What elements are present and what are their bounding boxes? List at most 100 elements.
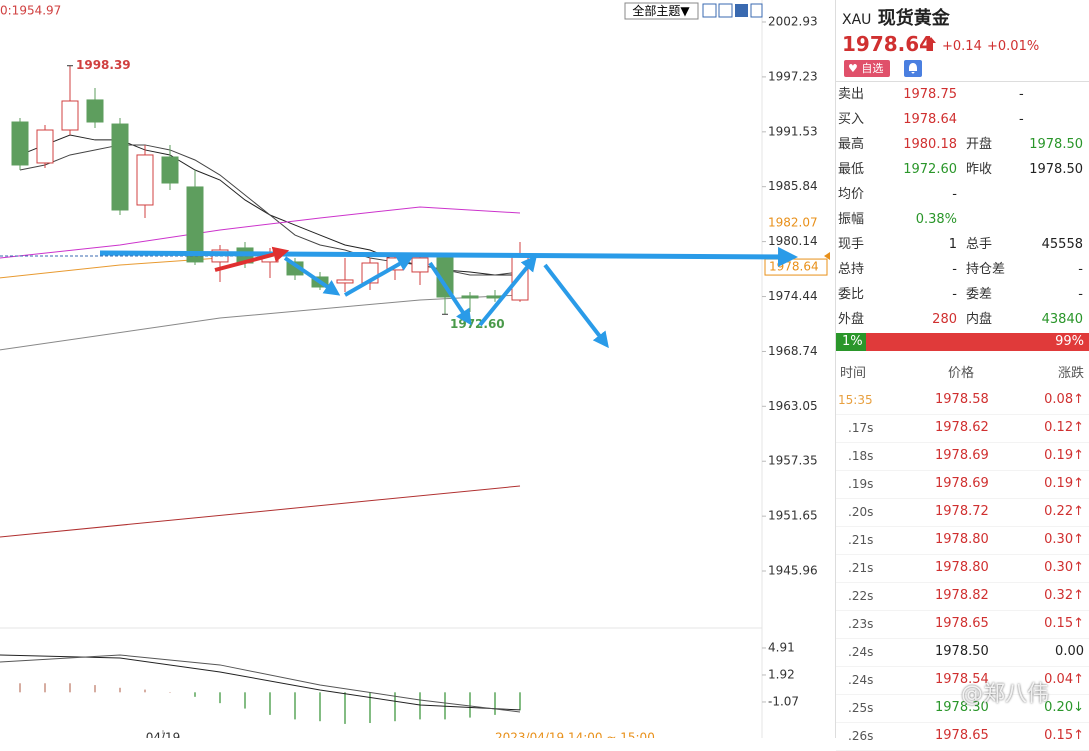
trade-time: .21s (848, 561, 874, 575)
trade-time: .20s (848, 505, 874, 519)
candle-body (136, 154, 154, 206)
trade-row: .24s 1978.54 0.04↑ (836, 666, 1089, 695)
trade-row: .23s 1978.65 0.15↑ (836, 610, 1089, 639)
trade-price: 1978.62 (935, 420, 989, 435)
bar-icon[interactable] (735, 4, 748, 17)
y-tick-label: 1985.84 (768, 179, 818, 193)
y-tick-label: 2002.93 (768, 14, 818, 28)
candle-body (186, 186, 204, 263)
trade-price: 1978.82 (935, 588, 989, 603)
trade-price: 1978.65 (935, 616, 989, 631)
price-tag-pointer (824, 252, 830, 261)
candle-body (161, 156, 179, 184)
quote-label: 开盘 (966, 137, 993, 152)
quote-panel: XAU 现货黄金 1978.64 +0.14 +0.01% ♥ 自选 卖出 197… (835, 0, 1089, 751)
y-tick-label: 1968.74 (768, 344, 818, 358)
change-pct: +0.01% (987, 39, 1040, 54)
trade-price: 1978.69 (935, 476, 989, 491)
trade-change: 0.32↑ (1044, 588, 1084, 603)
histogram-bar (519, 692, 521, 711)
quote-label: 现手 (838, 237, 865, 252)
trade-change: 0.20↓ (1044, 700, 1084, 715)
histogram-bar (144, 689, 146, 693)
drawn-arrow (283, 256, 341, 296)
header-time: 时间 (840, 366, 867, 381)
quote-value: 45558 (1041, 237, 1083, 252)
heart-icon: ♥ (848, 62, 858, 75)
quote-title: XAU 现货黄金 (842, 4, 950, 30)
candle-body (11, 121, 29, 166)
indicator-line (0, 654, 521, 711)
y-tick-label: 1980.14 (768, 234, 818, 248)
trade-row: .26s 1978.65 0.15↑ (836, 722, 1089, 751)
trade-price: 1978.30 (935, 700, 989, 715)
separator (836, 81, 1089, 82)
quote-label: 内盘 (966, 312, 993, 327)
trade-row: .21s 1978.80 0.30↑ (836, 526, 1089, 555)
quote-label: 最低 (838, 162, 865, 177)
indicator-line (0, 294, 521, 351)
fit-icon[interactable] (718, 3, 733, 18)
theme-button-label[interactable]: 全部主题▼ (632, 3, 690, 18)
trade-price: 1978.80 (935, 532, 989, 547)
trade-time: .25s (848, 701, 874, 715)
trade-time: 15:35 (838, 393, 873, 407)
price-tag-bg (765, 216, 815, 231)
indicator-line (0, 654, 521, 713)
watch-label[interactable]: 自选 (861, 62, 884, 75)
y-tick-label: 1.92 (768, 667, 795, 681)
trade-price: 1978.65 (935, 728, 989, 743)
buy-ratio: 1% (842, 334, 863, 349)
trade-time: .21s (848, 533, 874, 547)
quote-row: 最高 1980.18 开盘 1978.50 (836, 132, 1089, 157)
quote-value: - (1078, 262, 1083, 277)
trade-change: 0.30↑ (1044, 532, 1084, 547)
quote-row: 现手 1 总手 45558 (836, 232, 1089, 257)
candle-body (86, 99, 104, 123)
alert-button[interactable] (904, 60, 922, 77)
chart: 2002.93 1997.23 1991.53 1985.84 1980.14 1974.… (0, 0, 830, 739)
watch-button[interactable]: ♥ 自选 (844, 60, 890, 77)
quote-value: - (952, 262, 957, 277)
y-tick-label: 1997.23 (768, 69, 818, 83)
up-arrow-icon (926, 37, 936, 51)
theme-button[interactable] (624, 2, 699, 20)
histogram-bar (69, 683, 71, 693)
zoom-icon[interactable] (702, 3, 717, 18)
close-icon[interactable] (750, 3, 763, 18)
trade-change: 0.22↑ (1044, 504, 1084, 519)
quote-value: - (952, 187, 957, 202)
drawn-arrow (214, 246, 290, 272)
quote-value: 1978.50 (1029, 162, 1083, 177)
trade-row: .17s 1978.62 0.12↑ (836, 414, 1089, 443)
indicator-line (0, 485, 521, 538)
x-tick-label: 04/19 (146, 731, 181, 739)
y-tick-label: 1945.96 (768, 564, 818, 578)
quote-label: 最高 (838, 137, 865, 152)
last-price: 1978.64 (842, 32, 934, 56)
quote-value: 1978.50 (1029, 137, 1083, 152)
trade-row: .21s 1978.80 0.30↑ (836, 554, 1089, 583)
quote-value: 1978.75 (903, 87, 957, 102)
price-tag-label: 1978.64 (769, 260, 819, 274)
quote-value: 43840 (1041, 312, 1083, 327)
toolbar: 全部主题▼ (624, 2, 763, 20)
legend-text: 0:1954.97 (0, 4, 61, 18)
histogram-bar (19, 683, 21, 693)
y-tick-label: 1974.44 (768, 289, 818, 303)
trade-price: 1978.72 (935, 504, 989, 519)
trade-change: 0.19↑ (1044, 476, 1084, 491)
trade-time: .24s (848, 645, 874, 659)
trade-row: .18s 1978.69 0.19↑ (836, 442, 1089, 471)
extreme-label: 1972.60 (450, 317, 505, 331)
drawn-arrow (99, 246, 798, 267)
trade-price: 1978.58 (935, 392, 989, 407)
drawn-arrow (344, 255, 414, 297)
y-tick-label: 4.91 (768, 640, 795, 654)
trade-change: 0.08↑ (1044, 392, 1084, 407)
trade-change: 0.00 (1055, 644, 1084, 659)
histogram-bar (494, 692, 496, 715)
trade-row: .25s 1978.30 0.20↓ (836, 694, 1089, 723)
candle-body (461, 295, 479, 299)
histogram-bar (44, 683, 46, 693)
